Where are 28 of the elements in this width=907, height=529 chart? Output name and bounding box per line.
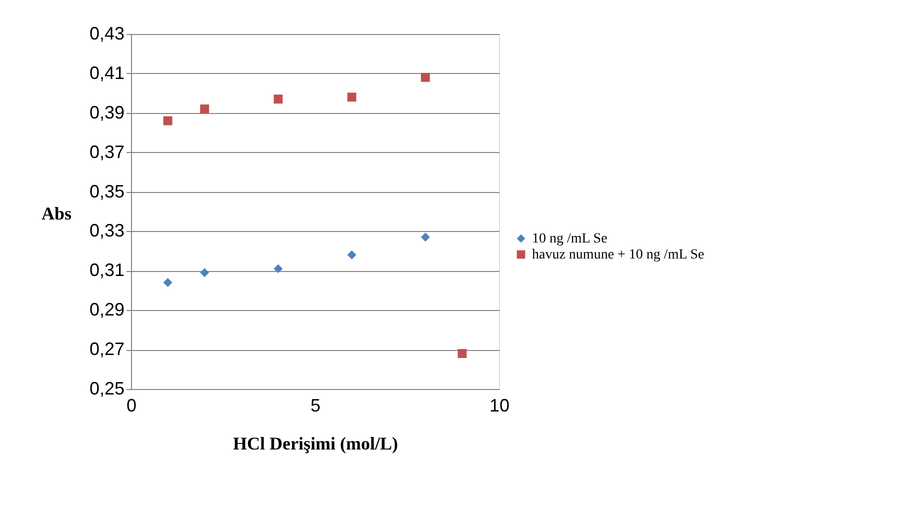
point — [420, 72, 430, 82]
y-tick-label: 0,33 — [89, 220, 124, 241]
x-axis-title: HCl Derişimi (mol/L) — [233, 434, 398, 454]
y-tick-label: 0,29 — [89, 300, 124, 320]
y-tick-label: 0,31 — [89, 260, 124, 280]
point — [420, 232, 430, 242]
legend-label: havuz numune + 10 ng /mL Se — [532, 248, 704, 262]
y-tick-label: 0,39 — [89, 102, 124, 122]
point — [200, 268, 210, 278]
x-tick-label: 10 — [489, 396, 510, 416]
point — [274, 264, 283, 274]
legend-label: 10 ng /mL Se — [532, 232, 608, 246]
y-tick-label: 0,43 — [89, 24, 124, 44]
point — [458, 349, 467, 358]
point — [347, 92, 356, 102]
point — [347, 250, 356, 260]
point — [163, 278, 172, 287]
y-tick-label: 0,35 — [89, 181, 124, 202]
point — [274, 94, 283, 104]
y-axis-title: Abs — [41, 204, 72, 224]
point — [163, 116, 172, 126]
x-tick-label: 0 — [126, 396, 137, 416]
y-tick-label: 0,27 — [89, 339, 124, 360]
y-tick-label: 0,41 — [89, 62, 124, 83]
x-tick-label: 5 — [310, 396, 321, 416]
y-tick-label: 0,37 — [89, 142, 124, 162]
point — [200, 104, 210, 114]
y-tick-label: 0,25 — [89, 378, 124, 398]
